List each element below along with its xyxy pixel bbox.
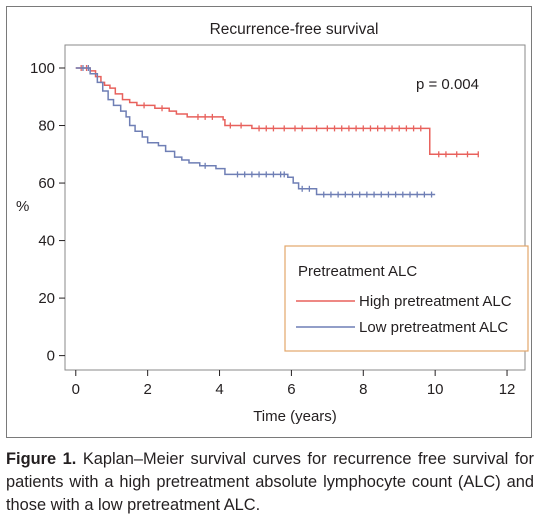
x-tick-label-10: 10 (427, 381, 444, 398)
y-tick-label-0: 0 (47, 348, 55, 365)
legend-title: Pretreatment ALC (298, 263, 417, 280)
y-tick-label-100: 100 (30, 60, 55, 77)
x-tick-label-4: 4 (215, 381, 223, 398)
km-chart: Recurrence-free survival 0 2 4 6 8 10 12 0 20 40… (16, 21, 529, 425)
legend-label-high-alc: High pretreatment ALC (359, 293, 512, 310)
legend: Pretreatment ALC High pretreatment ALC L… (284, 245, 529, 352)
chart-title: Recurrence-free survival (210, 21, 379, 38)
x-tick-label-8: 8 (359, 381, 367, 398)
figure-caption: Figure 1. Kaplan–Meier survival curves f… (6, 448, 534, 517)
x-tick-label-6: 6 (287, 381, 295, 398)
y-tick-label-20: 20 (38, 290, 55, 307)
series-layer (75, 65, 479, 198)
x-axis: 0 2 4 6 8 10 12 (72, 370, 516, 398)
y-tick-label-40: 40 (38, 233, 55, 250)
x-axis-label: Time (years) (253, 408, 337, 425)
y-axis-label: % (16, 198, 29, 215)
legend-box (284, 245, 529, 352)
y-axis: 0 20 40 60 80 100 (30, 60, 65, 365)
y-tick-label-80: 80 (38, 118, 55, 135)
caption-text: Kaplan–Meier survival curves for recurre… (6, 450, 534, 514)
x-tick-label-2: 2 (143, 381, 151, 398)
p-value-annotation: p = 0.004 (416, 76, 479, 93)
y-tick-label-60: 60 (38, 175, 55, 192)
series-line-low-alc (75, 67, 436, 196)
x-tick-label-0: 0 (72, 381, 80, 398)
series-line-high-alc (75, 67, 479, 156)
x-tick-label-12: 12 (499, 381, 516, 398)
legend-label-low-alc: Low pretreatment ALC (359, 319, 508, 336)
caption-label: Figure 1. (6, 450, 77, 468)
